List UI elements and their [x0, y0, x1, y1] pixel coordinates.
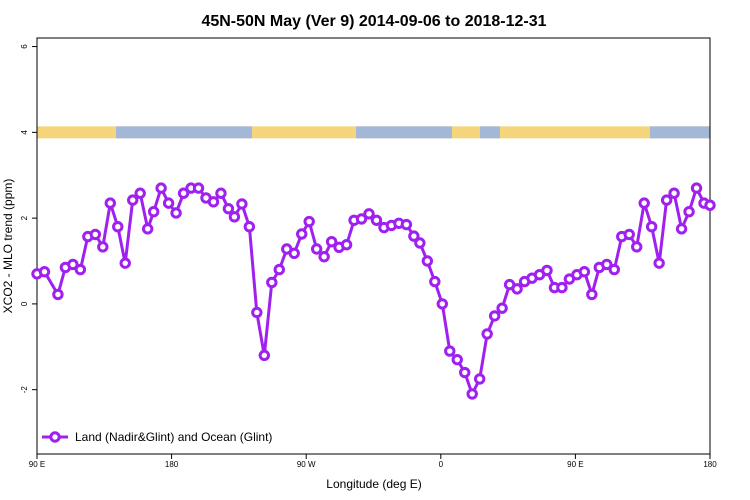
strip-ocean: [356, 126, 452, 139]
data-point: [355, 213, 368, 225]
data-point: [340, 239, 353, 251]
data-point: [127, 194, 139, 206]
data-point: [675, 223, 688, 235]
chart-title: 45N-50N May (Ver 9) 2014-09-06 to 2018-1…: [201, 13, 546, 30]
data-point: [112, 221, 124, 233]
x-tick-label: 180: [703, 460, 717, 469]
strip-ocean: [116, 126, 252, 139]
data-point: [228, 211, 241, 223]
data-point: [170, 207, 182, 219]
x-axis-label: Longitude (deg E): [326, 477, 421, 491]
data-point: [288, 247, 300, 259]
data-point: [155, 182, 167, 194]
data-point: [496, 302, 508, 314]
data-point: [601, 258, 613, 271]
x-tick-label: 90 E: [567, 460, 583, 469]
data-point: [318, 251, 330, 263]
data-point: [608, 263, 620, 276]
data-point: [586, 288, 598, 301]
x-tick-label: 180: [165, 460, 179, 469]
data-point: [363, 208, 375, 220]
x-axis: 90 E 180 90 W 0 90 E 180: [29, 454, 717, 469]
plot-frame: [36, 37, 711, 455]
data-point: [444, 345, 456, 357]
y-tick-label: -2: [20, 386, 29, 394]
data-point: [466, 388, 478, 400]
data-point: [243, 221, 256, 233]
data-point: [273, 263, 285, 276]
land-ocean-strip: [37, 126, 710, 139]
data-point: [89, 228, 102, 241]
data-point: [119, 257, 131, 269]
data-point: [258, 349, 271, 362]
data-point: [541, 264, 553, 277]
y-tick-label: 0: [20, 301, 29, 306]
data-point: [436, 298, 448, 310]
data-point: [266, 276, 278, 289]
data-point: [370, 214, 383, 226]
data-point: [296, 228, 308, 240]
y-axis-label: XCO2 - MLO trend (ppm): [1, 179, 15, 314]
data-point: [38, 266, 51, 278]
data-point: [408, 230, 420, 242]
data-point: [690, 182, 703, 194]
y-axis: -2 0 2 4 6: [20, 44, 37, 393]
data-point: [481, 328, 493, 340]
y-tick-label: 4: [20, 130, 29, 135]
legend-label: Land (Nadir&Glint) and Ocean (Glint): [75, 430, 272, 444]
data-point: [421, 255, 434, 267]
strip-ocean: [650, 126, 710, 139]
data-point: [74, 263, 87, 276]
data-point: [429, 275, 441, 288]
data-point: [52, 288, 64, 301]
data-point: [67, 258, 79, 271]
data-point: [222, 202, 235, 215]
data-point: [623, 228, 635, 241]
data-point: [578, 266, 591, 278]
strip-ocean: [480, 126, 500, 139]
legend: Land (Nadir&Glint) and Ocean (Glint): [42, 430, 272, 444]
data-point: [638, 197, 650, 209]
data-point: [704, 199, 716, 211]
data-point: [303, 215, 315, 228]
data-point: [104, 197, 116, 209]
data-point: [414, 237, 426, 249]
data-point: [668, 187, 680, 199]
data-point: [134, 187, 146, 199]
data-point: [251, 306, 263, 319]
x-tick-label: 90 E: [29, 460, 45, 469]
x-tick-label: 90 W: [297, 460, 316, 469]
data-point: [631, 241, 643, 253]
data-point: [215, 187, 227, 199]
data-point: [147, 205, 160, 218]
data-point: [207, 196, 220, 208]
data-point: [162, 197, 175, 209]
data-point: [310, 243, 323, 255]
data-point: [97, 241, 109, 253]
data-point: [473, 373, 486, 385]
data-point: [511, 283, 523, 295]
data-point: [236, 198, 248, 210]
data-point: [325, 236, 338, 248]
y-tick-label: 2: [20, 215, 29, 220]
x-tick-label: 0: [439, 460, 444, 469]
data-point: [459, 366, 471, 379]
series-layer: [31, 182, 716, 400]
data-point: [488, 310, 501, 322]
data-point: [451, 353, 463, 366]
data-point: [177, 187, 190, 199]
y-tick-label: 6: [20, 44, 29, 49]
data-point: [192, 182, 205, 194]
data-point: [645, 221, 658, 233]
data-point: [653, 257, 665, 269]
data-point: [141, 223, 154, 235]
data-point: [556, 281, 568, 294]
data-point: [683, 205, 695, 218]
data-point: [400, 218, 413, 231]
data-point: [660, 194, 673, 206]
legend-marker: [49, 431, 61, 443]
